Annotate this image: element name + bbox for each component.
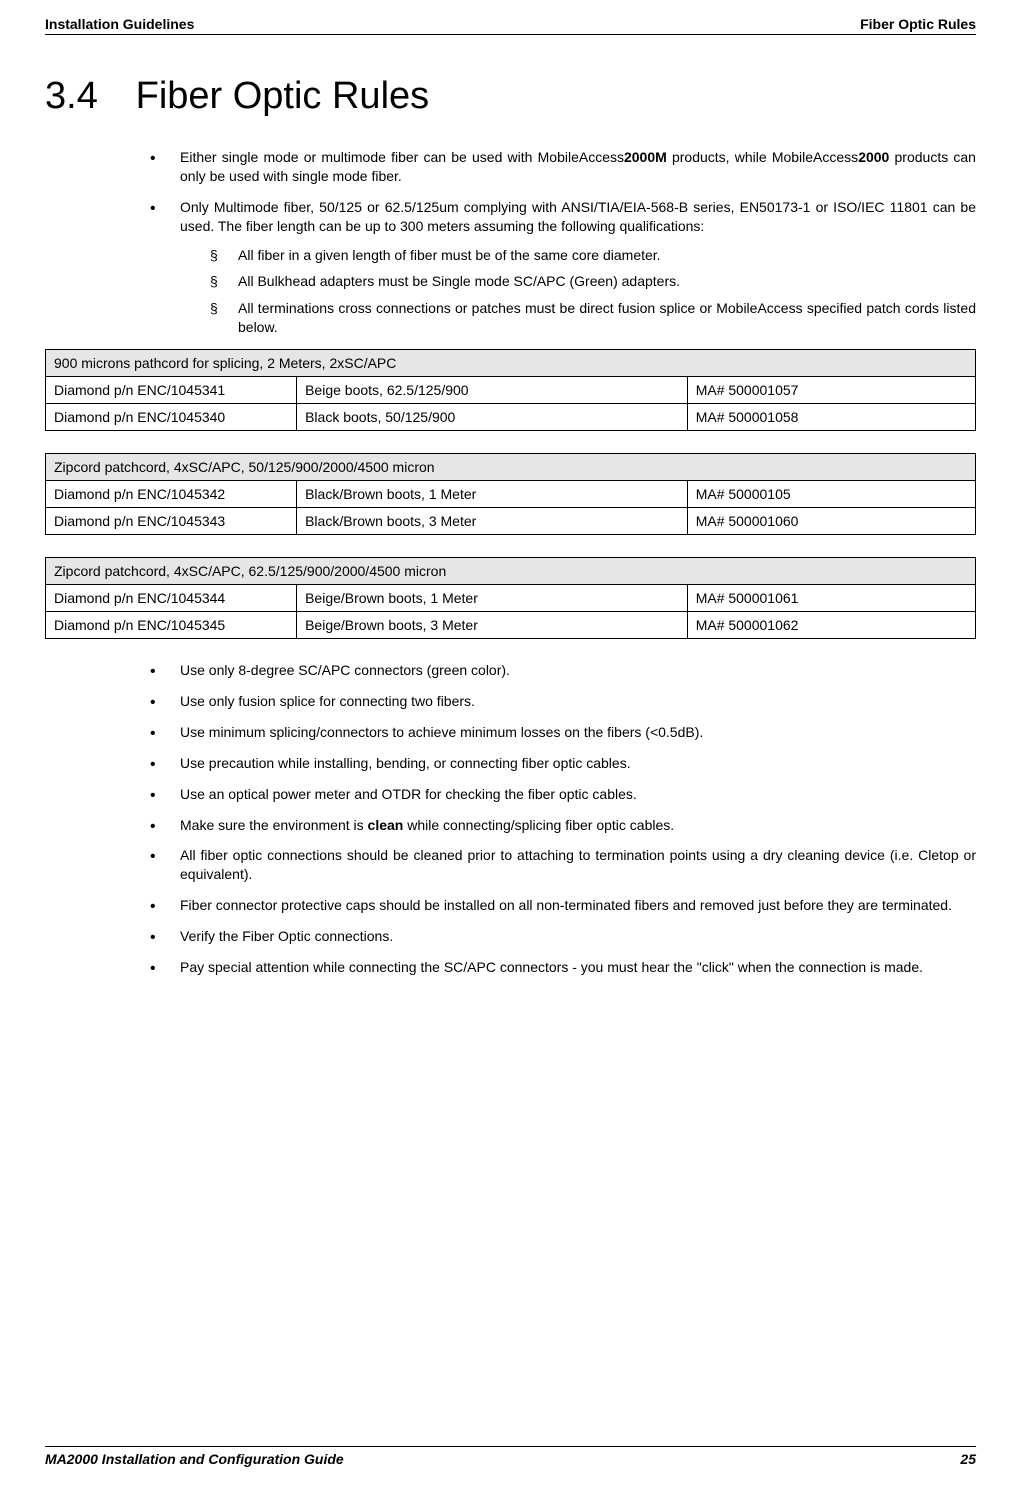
bullet-list-1: Either single mode or multimode fiber ca…: [45, 148, 976, 337]
page-header: Installation Guidelines Fiber Optic Rule…: [45, 16, 976, 35]
bullet-item: All fiber optic connections should be cl…: [150, 846, 976, 884]
page-footer: MA2000 Installation and Configuration Gu…: [45, 1446, 976, 1467]
text: products, while MobileAccess: [667, 149, 858, 165]
table-header-row: Zipcord patchcord, 4xSC/APC, 62.5/125/90…: [46, 558, 976, 585]
table-header-cell: Zipcord patchcord, 4xSC/APC, 62.5/125/90…: [46, 558, 976, 585]
text-bold: 2000M: [624, 149, 667, 165]
bullet-item: Use an optical power meter and OTDR for …: [150, 785, 976, 804]
sub-bullet-item: All fiber in a given length of fiber mus…: [210, 246, 976, 265]
patchcord-table-2: Zipcord patchcord, 4xSC/APC, 50/125/900/…: [45, 453, 976, 535]
table-cell: MA# 50000105: [687, 481, 975, 508]
bullet-item: Fiber connector protective caps should b…: [150, 896, 976, 915]
table-cell: Diamond p/n ENC/1045342: [46, 481, 297, 508]
sub-bullet-item: All terminations cross connections or pa…: [210, 299, 976, 337]
patchcord-table-3: Zipcord patchcord, 4xSC/APC, 62.5/125/90…: [45, 557, 976, 639]
sub-bullet-item: All Bulkhead adapters must be Single mod…: [210, 272, 976, 291]
section-title: Fiber Optic Rules: [136, 75, 430, 118]
table-cell: MA# 500001058: [687, 404, 975, 431]
text: while connecting/splicing fiber optic ca…: [403, 817, 674, 833]
bullet-list-2: Use only 8-degree SC/APC connectors (gre…: [45, 661, 976, 977]
table-cell: MA# 500001062: [687, 612, 975, 639]
table-row: Diamond p/n ENC/1045342 Black/Brown boot…: [46, 481, 976, 508]
header-right: Fiber Optic Rules: [860, 16, 976, 32]
table-row: Diamond p/n ENC/1045344 Beige/Brown boot…: [46, 585, 976, 612]
table-cell: Diamond p/n ENC/1045345: [46, 612, 297, 639]
table-cell: MA# 500001061: [687, 585, 975, 612]
table-cell: Black/Brown boots, 3 Meter: [297, 508, 688, 535]
text: Make sure the environment is: [180, 817, 368, 833]
text: Either single mode or multimode fiber ca…: [180, 149, 624, 165]
table-cell: Diamond p/n ENC/1045340: [46, 404, 297, 431]
table-cell: MA# 500001060: [687, 508, 975, 535]
patchcord-table-1: 900 microns pathcord for splicing, 2 Met…: [45, 349, 976, 431]
table-header-row: 900 microns pathcord for splicing, 2 Met…: [46, 350, 976, 377]
bullet-item: Verify the Fiber Optic connections.: [150, 927, 976, 946]
bullet-item: Use only fusion splice for connecting tw…: [150, 692, 976, 711]
table-header-cell: 900 microns pathcord for splicing, 2 Met…: [46, 350, 976, 377]
table-row: Diamond p/n ENC/1045340 Black boots, 50/…: [46, 404, 976, 431]
text-bold: clean: [368, 817, 404, 833]
table-cell: Beige boots, 62.5/125/900: [297, 377, 688, 404]
bullet-item: Use only 8-degree SC/APC connectors (gre…: [150, 661, 976, 680]
table-row: Diamond p/n ENC/1045345 Beige/Brown boot…: [46, 612, 976, 639]
table-cell: Diamond p/n ENC/1045341: [46, 377, 297, 404]
section-heading: 3.4 Fiber Optic Rules: [45, 75, 976, 118]
footer-left: MA2000 Installation and Configuration Gu…: [45, 1451, 344, 1467]
table-cell: Diamond p/n ENC/1045343: [46, 508, 297, 535]
text-bold: 2000: [858, 149, 889, 165]
footer-page-number: 25: [960, 1451, 976, 1467]
header-left: Installation Guidelines: [45, 16, 194, 32]
table-cell: Beige/Brown boots, 1 Meter: [297, 585, 688, 612]
table-cell: Beige/Brown boots, 3 Meter: [297, 612, 688, 639]
bullet-item: Pay special attention while connecting t…: [150, 958, 976, 977]
table-header-row: Zipcord patchcord, 4xSC/APC, 50/125/900/…: [46, 454, 976, 481]
table-cell: Black/Brown boots, 1 Meter: [297, 481, 688, 508]
table-cell: MA# 500001057: [687, 377, 975, 404]
table-row: Diamond p/n ENC/1045343 Black/Brown boot…: [46, 508, 976, 535]
table-row: Diamond p/n ENC/1045341 Beige boots, 62.…: [46, 377, 976, 404]
page-content: 3.4 Fiber Optic Rules Either single mode…: [45, 75, 976, 1446]
table-header-cell: Zipcord patchcord, 4xSC/APC, 50/125/900/…: [46, 454, 976, 481]
sub-bullet-list: All fiber in a given length of fiber mus…: [180, 246, 976, 338]
text: Only Multimode fiber, 50/125 or 62.5/125…: [180, 199, 976, 234]
table-cell: Diamond p/n ENC/1045344: [46, 585, 297, 612]
bullet-item: Only Multimode fiber, 50/125 or 62.5/125…: [150, 198, 976, 337]
bullet-item: Use minimum splicing/connectors to achie…: [150, 723, 976, 742]
section-number: 3.4: [45, 75, 98, 118]
bullet-item: Make sure the environment is clean while…: [150, 816, 976, 835]
table-cell: Black boots, 50/125/900: [297, 404, 688, 431]
bullet-item: Use precaution while installing, bending…: [150, 754, 976, 773]
bullet-item: Either single mode or multimode fiber ca…: [150, 148, 976, 186]
